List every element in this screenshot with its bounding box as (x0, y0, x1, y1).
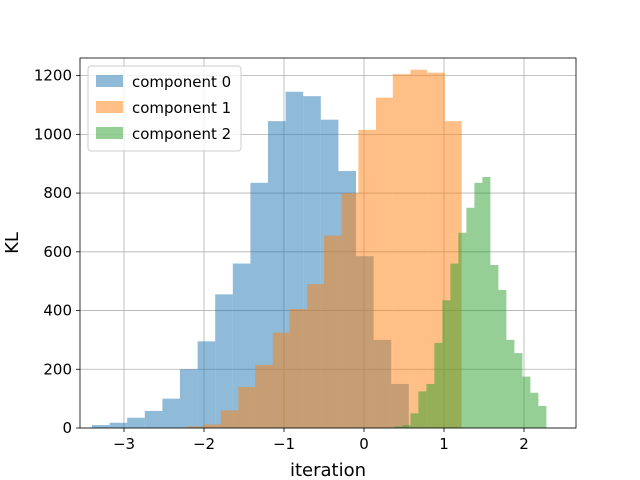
legend-swatch (96, 101, 123, 113)
histogram-bar (458, 232, 467, 428)
legend-swatch (96, 127, 123, 139)
histogram-bar (358, 129, 376, 428)
histogram-bar (144, 410, 163, 428)
y-tick-label: 200 (43, 360, 72, 378)
legend-entry-label: component 2 (132, 125, 231, 143)
x-tick-label: −1 (273, 435, 295, 453)
histogram-bar (324, 235, 342, 428)
x-axis-label: iteration (290, 460, 366, 480)
histogram-bar (220, 410, 239, 428)
histogram-bar (427, 72, 445, 428)
histogram-bar (238, 386, 256, 428)
histogram-bar (307, 284, 324, 428)
legend-entry-label: component 1 (132, 99, 231, 117)
y-tick-label: 1200 (34, 67, 72, 85)
histogram-bar (410, 69, 428, 428)
histogram-bar (506, 339, 515, 428)
histogram-bars (92, 69, 547, 429)
x-tick-label: 2 (519, 435, 529, 453)
x-tick-label: 0 (359, 435, 369, 453)
series-2 (394, 176, 547, 428)
histogram-bar (418, 391, 427, 428)
histogram-bar (490, 265, 499, 428)
y-axis-label: KL (2, 232, 23, 254)
histogram-bar (197, 341, 216, 428)
histogram-bar (394, 426, 403, 428)
histogram-bar (466, 207, 475, 428)
x-tick-label: −2 (193, 435, 215, 453)
histogram-bar (392, 74, 411, 429)
y-tick-label: 400 (43, 302, 72, 320)
y-tick-label: 600 (43, 243, 72, 261)
histogram-bar (522, 376, 531, 428)
series-1 (186, 69, 462, 429)
legend-box (87, 65, 242, 152)
histogram-bar (186, 426, 204, 428)
histogram-bar (482, 176, 491, 428)
histogram-bar (289, 309, 308, 428)
histogram-bar (272, 332, 290, 428)
histogram-bar (180, 369, 198, 428)
legend-swatch (96, 75, 123, 87)
histogram-bar (341, 193, 359, 428)
histogram-bar (498, 289, 507, 428)
legend: component 0 component 1 component 2 (87, 65, 242, 152)
histogram-bar (514, 353, 523, 428)
histogram-bar (450, 263, 459, 428)
histogram-bar (442, 300, 451, 428)
histogram-bar (109, 422, 128, 428)
histogram-bar (474, 182, 483, 428)
histogram-bar (204, 424, 221, 428)
y-tick-label: 800 (43, 184, 72, 202)
histogram-bar (162, 398, 180, 428)
histogram-bar (376, 97, 393, 429)
legend-entry-label: component 0 (132, 73, 231, 91)
histogram-bar (127, 417, 145, 428)
histogram-bar (215, 294, 233, 428)
histogram-bar (426, 383, 435, 428)
axis-ticks: −3 −2 −1 0 1 2 0 200 400 600 800 1000 1200 (34, 67, 529, 453)
histogram-bar (402, 425, 411, 428)
histogram-bar (530, 392, 539, 428)
y-tick-label: 1000 (34, 125, 72, 143)
histogram-bar (410, 413, 419, 428)
x-tick-label: −3 (113, 435, 135, 453)
x-tick-label: 1 (439, 435, 449, 453)
plot-frame (79, 57, 577, 429)
histogram-bar (92, 425, 110, 428)
histogram-bar (434, 342, 443, 428)
histogram-bar (538, 405, 547, 428)
y-tick-label: 0 (62, 419, 72, 437)
histogram-bar (255, 364, 273, 428)
